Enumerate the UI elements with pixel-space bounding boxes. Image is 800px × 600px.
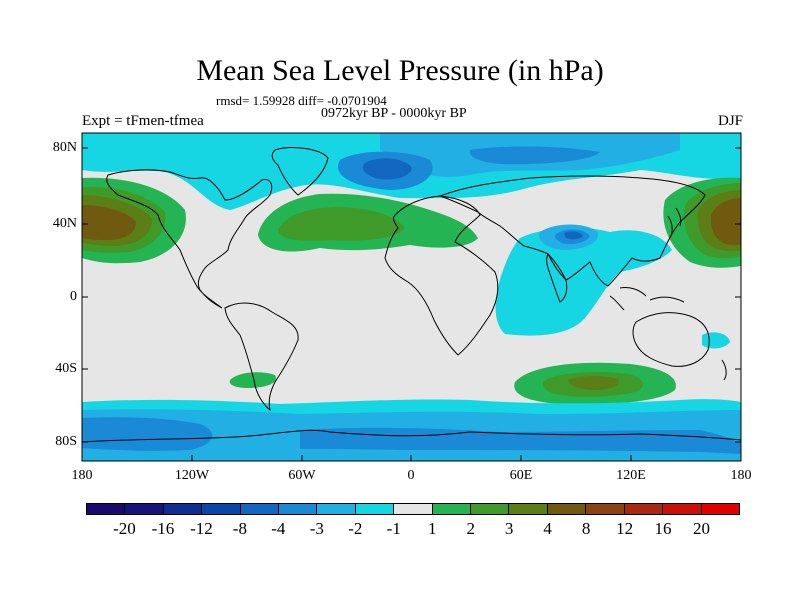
lon-label-180-west: 180 bbox=[71, 468, 93, 483]
lat-label-0: 0 bbox=[70, 289, 77, 304]
colorbar-swatch bbox=[701, 504, 739, 514]
colorbar-label: -12 bbox=[190, 519, 213, 538]
rmsd-diff-label: rmsd= 1.59928 diff= -0.0701904 bbox=[216, 93, 387, 108]
colorbar-swatch bbox=[317, 504, 356, 514]
colorbar-label: -1 bbox=[386, 519, 401, 538]
north-pacific-high-east-3 bbox=[710, 198, 741, 245]
colorbar-label: -2 bbox=[348, 519, 363, 538]
colorbar-swatch bbox=[279, 504, 318, 514]
experiment-label: Expt = tFmen-tfmea bbox=[82, 113, 204, 129]
colorbar-swatch bbox=[394, 504, 433, 514]
colorbar-label: 8 bbox=[581, 519, 591, 538]
colorbar-label: 2 bbox=[466, 519, 475, 538]
australia-coast bbox=[632, 312, 710, 367]
colorbar-label: 12 bbox=[616, 519, 634, 538]
north-pacific-high-west-3 bbox=[82, 205, 136, 240]
pressure-field bbox=[82, 133, 741, 461]
time-period-label: 0972kyr BP - 0000kyr BP bbox=[321, 106, 467, 121]
lon-label-180-east: 180 bbox=[730, 468, 752, 483]
india-coast bbox=[546, 253, 568, 303]
north-atlantic-high bbox=[278, 207, 405, 241]
colorbar bbox=[86, 503, 740, 515]
lon-label-0: 0 bbox=[407, 468, 415, 483]
colorbar-swatch bbox=[87, 504, 126, 514]
new-zealand-coast bbox=[721, 359, 727, 381]
lon-label-60e: 60E bbox=[509, 468, 533, 483]
maritime-continent-coast bbox=[609, 287, 685, 311]
colorbar-swatch bbox=[355, 504, 395, 514]
antarctica-coast bbox=[82, 429, 741, 443]
colorbar-swatch bbox=[125, 504, 164, 514]
colorbar-swatch bbox=[240, 504, 280, 514]
axis-ticks bbox=[81, 147, 742, 461]
colorbar-swatch bbox=[163, 504, 203, 514]
colorbar-label: 1 bbox=[427, 519, 437, 538]
south-indian-high-core bbox=[568, 376, 619, 390]
colorbar-label: 16 bbox=[654, 519, 672, 538]
colorbar-label: -3 bbox=[309, 519, 324, 538]
south-atlantic-positive bbox=[229, 372, 277, 388]
antarctic-low bbox=[82, 417, 213, 451]
colorbar-swatch bbox=[471, 504, 510, 514]
arctic-low-east bbox=[469, 146, 600, 165]
lat-label-80s: 80S bbox=[55, 434, 77, 449]
eurasia-coast bbox=[438, 175, 706, 287]
siberia-low-2 bbox=[362, 158, 412, 180]
colorbar-swatch bbox=[547, 504, 587, 514]
colorbar-label: -8 bbox=[232, 519, 247, 538]
north-america-coast bbox=[106, 169, 273, 309]
lon-label-120w: 120W bbox=[174, 468, 210, 483]
season-label: DJF bbox=[717, 113, 743, 129]
japan-coast bbox=[667, 207, 682, 239]
indian-ocean-negative bbox=[495, 227, 672, 336]
colorbar-label: -20 bbox=[113, 519, 136, 538]
lat-label-80n: 80N bbox=[52, 140, 77, 155]
colorbar-label: -16 bbox=[151, 519, 175, 538]
lon-label-120e: 120E bbox=[616, 468, 646, 483]
colorbar-swatch bbox=[624, 504, 664, 514]
lat-label-40s: 40S bbox=[55, 361, 77, 376]
colorbar-swatch bbox=[509, 504, 548, 514]
colorbar-label: 4 bbox=[543, 519, 552, 538]
map-title: Mean Sea Level Pressure (in hPa) bbox=[196, 54, 604, 87]
greenland-coast bbox=[271, 147, 329, 196]
colorbar-label: 3 bbox=[504, 519, 514, 538]
colorbar-swatch bbox=[586, 504, 625, 514]
colorbar-swatch bbox=[663, 504, 702, 514]
lon-label-60w: 60W bbox=[288, 468, 316, 483]
coastlines bbox=[82, 147, 741, 443]
colorbar-label: -4 bbox=[271, 519, 286, 538]
south-america-coast bbox=[224, 302, 299, 412]
colorbar-swatch bbox=[202, 504, 241, 514]
colorbar-label: 20 bbox=[693, 519, 711, 538]
lat-label-40n: 40N bbox=[52, 216, 77, 231]
antarctic-coast-band bbox=[120, 448, 741, 461]
tibet-low-center bbox=[564, 231, 583, 240]
colorbar-swatch bbox=[432, 504, 472, 514]
